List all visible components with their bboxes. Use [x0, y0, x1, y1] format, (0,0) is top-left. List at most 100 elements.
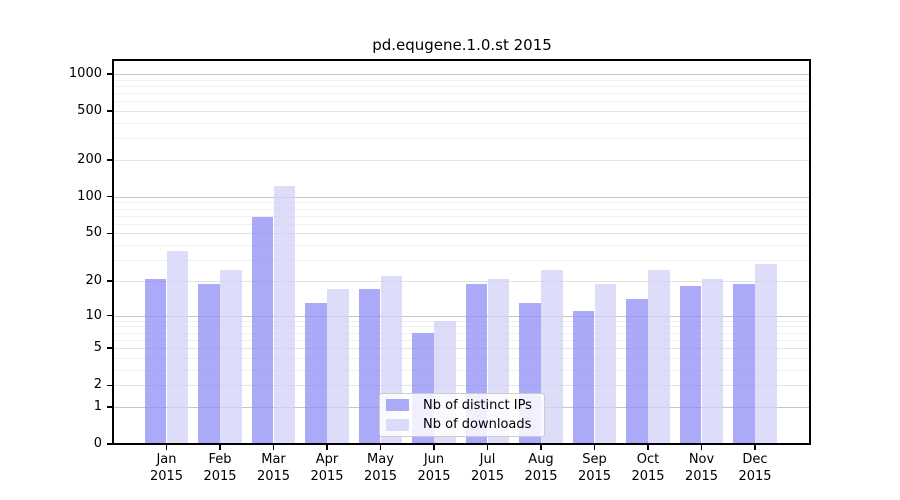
- y-axis-tick-label: 50: [85, 225, 102, 241]
- x-axis-tick: [272, 444, 275, 450]
- x-axis-tick-label: Apr 2015: [310, 452, 344, 484]
- grid-line: [114, 160, 810, 161]
- x-axis-tick: [379, 444, 382, 450]
- bar-nb-of-downloads-oct: [648, 269, 670, 444]
- legend-label: Nb of distinct IPs: [423, 397, 532, 413]
- x-axis-tick: [486, 444, 489, 450]
- x-axis-tick-label: Oct 2015: [631, 452, 665, 484]
- x-axis-tick: [593, 444, 596, 450]
- x-axis-tick-label: Jun 2015: [417, 452, 451, 484]
- bar-nb-of-distinct-ips-feb: [198, 283, 220, 444]
- bar-nb-of-downloads-nov: [701, 278, 724, 444]
- bar-nb-of-distinct-ips-apr: [305, 302, 327, 444]
- y-axis-tick-label: 0: [93, 436, 102, 451]
- grid-line: [114, 348, 810, 349]
- grid-line: [114, 326, 810, 328]
- x-axis-tick-label: Aug 2015: [524, 452, 558, 484]
- y-axis-tick-label: 200: [77, 152, 102, 167]
- legend-swatch-distinct-ips: [386, 399, 409, 412]
- grid-line: [114, 245, 810, 247]
- y-axis-tick: [107, 196, 113, 198]
- grid-line: [114, 369, 810, 371]
- y-axis-tick: [107, 384, 113, 386]
- legend-item: Nb of downloads: [386, 417, 538, 434]
- bar-nb-of-distinct-ips-may: [358, 289, 381, 444]
- y-axis-tick: [107, 406, 113, 408]
- y-axis-tick: [107, 347, 113, 349]
- grid-line: [114, 357, 810, 359]
- x-axis-tick: [700, 444, 703, 450]
- x-axis-tick: [754, 444, 756, 450]
- grid-line: [114, 202, 810, 204]
- y-axis-tick-label: 10: [85, 307, 102, 323]
- y-axis-tick-label: 5: [93, 340, 102, 355]
- grid-line: [114, 339, 810, 341]
- bar-nb-of-distinct-ips-nov: [679, 286, 702, 444]
- legend-swatch-downloads: [386, 418, 409, 431]
- legend-item: Nb of distinct IPs: [386, 397, 538, 414]
- x-axis-tick-label: Sep 2015: [577, 452, 612, 484]
- x-axis-tick: [219, 444, 221, 450]
- grid-line: [114, 208, 810, 210]
- x-axis-tick-label: Dec 2015: [738, 452, 772, 484]
- y-axis-tick: [107, 159, 113, 161]
- x-axis-tick: [540, 444, 542, 450]
- bar-nb-of-distinct-ips-mar: [251, 217, 274, 444]
- y-axis-tick-label: 20: [85, 272, 102, 288]
- x-axis-tick: [647, 444, 649, 450]
- x-axis-tick-label: Feb 2015: [203, 452, 237, 484]
- y-axis-tick-label: 2: [93, 377, 102, 393]
- bar-nb-of-downloads-apr: [327, 289, 349, 444]
- bar-nb-of-distinct-ips-dec: [733, 283, 755, 444]
- x-axis-tick: [433, 444, 435, 450]
- x-axis-tick-label: Mar 2015: [256, 452, 291, 484]
- y-axis-tick-label: 100: [77, 188, 102, 204]
- x-axis-tick-label: May 2015: [363, 452, 398, 484]
- y-axis-tick: [107, 73, 113, 75]
- x-axis-tick-label: Jan 2015: [149, 452, 184, 484]
- y-axis-tick: [107, 314, 113, 317]
- grid-line: [114, 215, 810, 217]
- grid-line: [114, 111, 810, 113]
- grid-line: [114, 233, 810, 235]
- bar-nb-of-downloads-jan: [166, 250, 189, 444]
- bar-nb-of-distinct-ips-sep: [572, 310, 595, 444]
- grid-line: [114, 123, 810, 124]
- bar-nb-of-downloads-aug: [541, 269, 563, 444]
- x-axis-tick-label: Jul 2015: [470, 452, 505, 484]
- y-axis-tick: [107, 443, 113, 445]
- grid-line: [114, 85, 810, 87]
- y-axis-tick-label: 500: [77, 103, 102, 119]
- y-axis-tick-label: 1: [93, 398, 102, 414]
- bar-nb-of-downloads-sep: [594, 283, 617, 444]
- y-axis-tick: [107, 232, 113, 235]
- grid-line: [114, 332, 810, 334]
- grid-line: [114, 93, 810, 95]
- grid-line: [114, 101, 810, 103]
- grid-line: [114, 79, 810, 81]
- grid-line: [114, 280, 810, 282]
- grid-line: [114, 74, 810, 75]
- y-axis-tick: [107, 280, 113, 282]
- grid-line: [114, 260, 810, 262]
- y-axis-tick: [107, 110, 113, 112]
- bar-nb-of-downloads-mar: [273, 186, 296, 444]
- legend-label: Nb of downloads: [423, 417, 532, 433]
- chart-title: pd.equgene.1.0.st 2015: [372, 36, 552, 54]
- grid-line: [114, 315, 810, 317]
- grid-line: [114, 196, 810, 198]
- bar-nb-of-downloads-feb: [220, 269, 242, 444]
- x-axis-tick-label: Nov 2015: [684, 452, 719, 484]
- grid-line: [114, 223, 810, 225]
- y-axis-tick-label: 1000: [68, 66, 102, 81]
- x-axis-tick: [165, 444, 168, 450]
- legend: Nb of distinct IPs Nb of downloads: [379, 393, 545, 437]
- bar-nb-of-distinct-ips-oct: [626, 299, 648, 444]
- grid-line: [114, 385, 810, 387]
- bar-nb-of-downloads-dec: [755, 263, 777, 444]
- grid-line: [114, 138, 810, 140]
- x-axis-tick: [326, 444, 328, 450]
- bar-nb-of-distinct-ips-jan: [144, 278, 167, 444]
- grid-line: [114, 320, 810, 322]
